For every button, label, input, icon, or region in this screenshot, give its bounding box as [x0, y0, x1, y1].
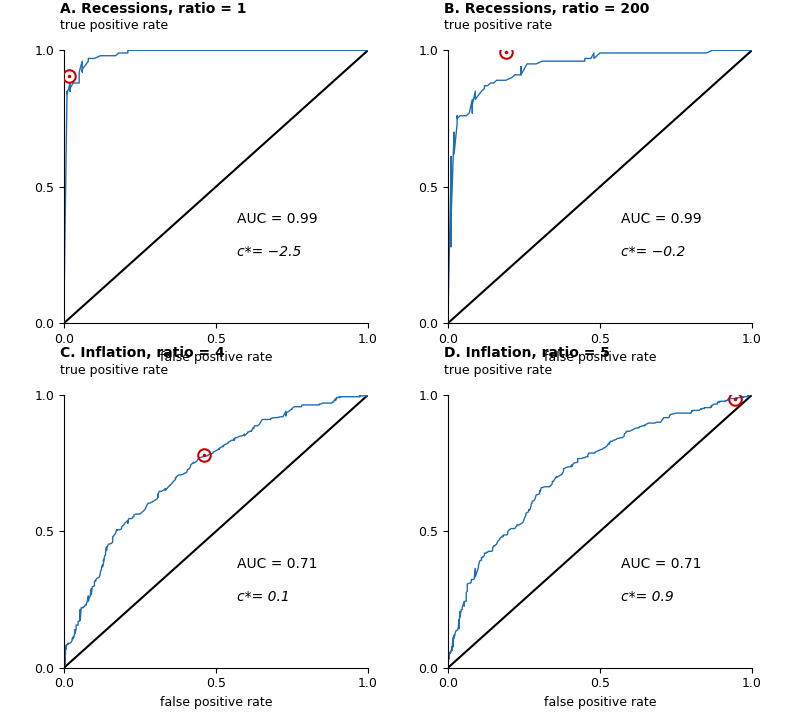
X-axis label: false positive rate: false positive rate — [544, 696, 656, 709]
Text: c*= −2.5: c*= −2.5 — [238, 245, 302, 259]
Text: true positive rate: true positive rate — [444, 364, 552, 377]
Text: true positive rate: true positive rate — [444, 19, 552, 32]
Text: c*= −0.2: c*= −0.2 — [622, 245, 686, 259]
Text: true positive rate: true positive rate — [60, 364, 168, 377]
Text: A. Recessions, ratio = 1: A. Recessions, ratio = 1 — [60, 2, 246, 16]
X-axis label: false positive rate: false positive rate — [160, 351, 272, 364]
Text: C. Inflation, ratio = 4: C. Inflation, ratio = 4 — [60, 347, 225, 360]
Text: AUC = 0.99: AUC = 0.99 — [622, 213, 702, 226]
Text: D. Inflation, ratio = 5: D. Inflation, ratio = 5 — [444, 347, 610, 360]
Text: true positive rate: true positive rate — [60, 19, 168, 32]
Text: AUC = 0.71: AUC = 0.71 — [622, 557, 702, 571]
Text: AUC = 0.71: AUC = 0.71 — [238, 557, 318, 571]
Text: B. Recessions, ratio = 200: B. Recessions, ratio = 200 — [444, 2, 650, 16]
X-axis label: false positive rate: false positive rate — [160, 696, 272, 709]
Text: AUC = 0.99: AUC = 0.99 — [238, 213, 318, 226]
Text: c*= 0.9: c*= 0.9 — [622, 589, 674, 604]
Text: c*= 0.1: c*= 0.1 — [238, 589, 290, 604]
X-axis label: false positive rate: false positive rate — [544, 351, 656, 364]
